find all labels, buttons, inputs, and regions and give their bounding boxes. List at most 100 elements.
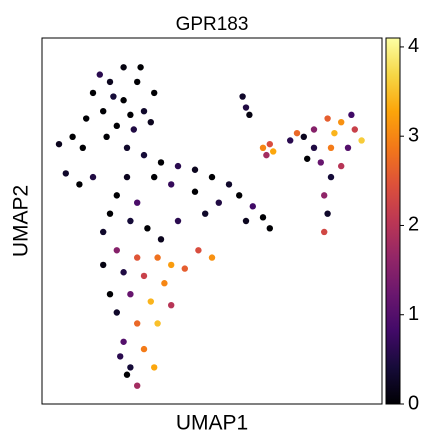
point bbox=[76, 181, 83, 188]
point bbox=[140, 151, 148, 159]
point bbox=[140, 272, 148, 280]
point bbox=[140, 345, 148, 353]
point bbox=[287, 137, 294, 144]
colorbar-axis: 0 1 2 3 4 bbox=[400, 35, 419, 414]
point bbox=[174, 217, 182, 225]
point bbox=[96, 71, 104, 78]
point bbox=[113, 309, 121, 316]
chart-title: GPR183 bbox=[176, 14, 249, 35]
point bbox=[344, 144, 352, 151]
point bbox=[358, 137, 365, 144]
point bbox=[270, 148, 277, 155]
point bbox=[144, 225, 151, 232]
colorbar-tick-label: 3 bbox=[408, 124, 419, 146]
point bbox=[134, 254, 141, 261]
point bbox=[62, 170, 69, 177]
point bbox=[324, 210, 331, 217]
point bbox=[168, 261, 175, 269]
point bbox=[134, 199, 141, 206]
colorbar-tick-label: 4 bbox=[408, 35, 419, 57]
point bbox=[134, 382, 141, 389]
point bbox=[147, 118, 154, 126]
point bbox=[327, 173, 335, 181]
point bbox=[100, 228, 107, 236]
point bbox=[117, 353, 124, 360]
point bbox=[348, 111, 355, 119]
point bbox=[127, 291, 134, 298]
x-axis-label: UMAP1 bbox=[176, 412, 248, 435]
point bbox=[157, 159, 165, 166]
point bbox=[208, 173, 216, 181]
y-axis-label: UMAP2 bbox=[10, 185, 33, 257]
point bbox=[154, 320, 161, 327]
point bbox=[134, 320, 141, 327]
point bbox=[168, 181, 175, 188]
point bbox=[242, 104, 250, 111]
point bbox=[106, 210, 114, 217]
point bbox=[338, 118, 345, 126]
colorbar-tick-label: 1 bbox=[408, 303, 419, 325]
point bbox=[120, 97, 127, 104]
point bbox=[327, 144, 335, 151]
point bbox=[181, 265, 188, 272]
point bbox=[161, 280, 168, 287]
point bbox=[123, 144, 131, 151]
point bbox=[140, 108, 148, 115]
point bbox=[127, 217, 134, 225]
point bbox=[151, 173, 158, 181]
point bbox=[263, 151, 270, 159]
point bbox=[321, 192, 328, 199]
point bbox=[113, 247, 121, 254]
point bbox=[55, 140, 63, 148]
point bbox=[304, 155, 311, 162]
point bbox=[120, 269, 127, 276]
point bbox=[69, 133, 76, 141]
point bbox=[331, 129, 338, 137]
point bbox=[168, 301, 175, 309]
point bbox=[239, 93, 246, 100]
point bbox=[242, 217, 250, 225]
point bbox=[100, 261, 107, 269]
colorbar-tick-label: 2 bbox=[408, 214, 419, 236]
point bbox=[89, 89, 97, 97]
point bbox=[137, 64, 144, 71]
point bbox=[123, 173, 131, 181]
point bbox=[110, 93, 117, 100]
colorbar-tick-label: 0 bbox=[408, 392, 419, 414]
point bbox=[310, 144, 318, 151]
point bbox=[103, 133, 110, 141]
point bbox=[249, 203, 256, 210]
point bbox=[321, 228, 328, 236]
point bbox=[151, 364, 158, 371]
point bbox=[100, 108, 107, 115]
point bbox=[191, 188, 199, 195]
point bbox=[266, 140, 273, 148]
points bbox=[55, 64, 365, 389]
point bbox=[134, 78, 141, 86]
point bbox=[157, 236, 165, 243]
point bbox=[300, 133, 307, 141]
point bbox=[215, 199, 222, 206]
point bbox=[202, 210, 209, 217]
point bbox=[191, 166, 199, 173]
point bbox=[293, 129, 301, 137]
point bbox=[127, 111, 134, 119]
plot-frame bbox=[41, 37, 383, 405]
point bbox=[259, 144, 267, 151]
point bbox=[195, 247, 202, 254]
point bbox=[130, 126, 137, 133]
point bbox=[120, 64, 127, 71]
point bbox=[154, 254, 161, 261]
point bbox=[89, 173, 97, 181]
point bbox=[79, 144, 87, 151]
point bbox=[106, 291, 114, 298]
point bbox=[106, 78, 114, 86]
point bbox=[113, 122, 121, 130]
point bbox=[338, 162, 345, 170]
point bbox=[246, 111, 253, 119]
colorbar bbox=[385, 37, 401, 405]
point bbox=[208, 254, 216, 261]
point bbox=[259, 214, 267, 221]
point bbox=[317, 159, 324, 166]
